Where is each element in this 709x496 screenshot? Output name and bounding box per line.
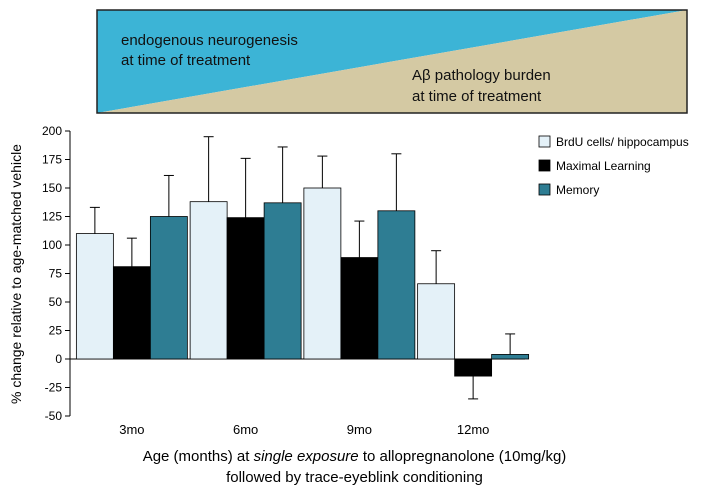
x-axis-title-line2: followed by trace-eyeblink conditioning bbox=[226, 469, 483, 486]
bar bbox=[112, 266, 151, 360]
x-axis-title-post: to allopregnanolone (10mg/kg) bbox=[358, 448, 567, 465]
bar bbox=[377, 210, 416, 360]
bar bbox=[417, 283, 456, 360]
y-tick-label: 175 bbox=[42, 153, 62, 167]
bar bbox=[226, 217, 265, 360]
x-axis-title-em: single exposure bbox=[253, 448, 359, 465]
x-axis-title: Age (months) at single exposure to allop… bbox=[0, 446, 709, 468]
banner-pathology-region bbox=[97, 10, 687, 113]
banner-left-line1: endogenous neurogenesis bbox=[121, 32, 298, 49]
bar bbox=[149, 216, 188, 360]
category-labels: 3mo 6mo 9mo 12mo bbox=[119, 422, 489, 437]
legend: BrdU cells/ hippocampus Maximal Learning… bbox=[538, 135, 689, 197]
y-tick-label: 150 bbox=[42, 181, 62, 195]
y-tick-label: -25 bbox=[45, 381, 63, 395]
bar bbox=[189, 201, 228, 360]
y-tick-label: 100 bbox=[42, 238, 62, 252]
bar bbox=[491, 354, 530, 360]
bar bbox=[263, 202, 302, 360]
y-axis-title: % change relative to age-matched vehicle bbox=[8, 144, 24, 404]
banner-right-line1: Aβ pathology burden bbox=[412, 67, 551, 84]
legend-swatch-learning bbox=[538, 159, 551, 172]
bar bbox=[340, 257, 379, 360]
category-label: 9mo bbox=[347, 422, 372, 437]
banner-border bbox=[96, 9, 688, 114]
y-tick-label: 0 bbox=[55, 352, 62, 366]
y-tick-label: 50 bbox=[49, 295, 63, 309]
legend-label-brdu: BrdU cells/ hippocampus bbox=[556, 135, 689, 149]
y-tick-label: 75 bbox=[49, 267, 63, 281]
y-tick-label: 125 bbox=[42, 210, 62, 224]
bar bbox=[75, 233, 114, 360]
category-label: 6mo bbox=[233, 422, 258, 437]
banner-right-line2: at time of treatment bbox=[412, 88, 542, 105]
legend-swatch-memory bbox=[538, 183, 551, 196]
error-bars bbox=[89, 136, 516, 400]
y-tick-label: 200 bbox=[42, 124, 62, 138]
bar bbox=[303, 187, 342, 360]
y-tick-label: 25 bbox=[49, 324, 63, 338]
banner-left-line2: at time of treatment bbox=[121, 52, 251, 69]
legend-swatch-brdu bbox=[538, 135, 551, 148]
legend-label-memory: Memory bbox=[556, 183, 599, 197]
category-label: 12mo bbox=[457, 422, 490, 437]
legend-label-learning: Maximal Learning bbox=[556, 159, 651, 173]
bars bbox=[75, 187, 530, 377]
y-tick-label: -50 bbox=[45, 409, 63, 423]
bar bbox=[454, 358, 493, 377]
x-axis-title-pre: Age (months) at bbox=[142, 448, 254, 465]
category-label: 3mo bbox=[119, 422, 144, 437]
banner: endogenous neurogenesis at time of treat… bbox=[96, 9, 688, 114]
